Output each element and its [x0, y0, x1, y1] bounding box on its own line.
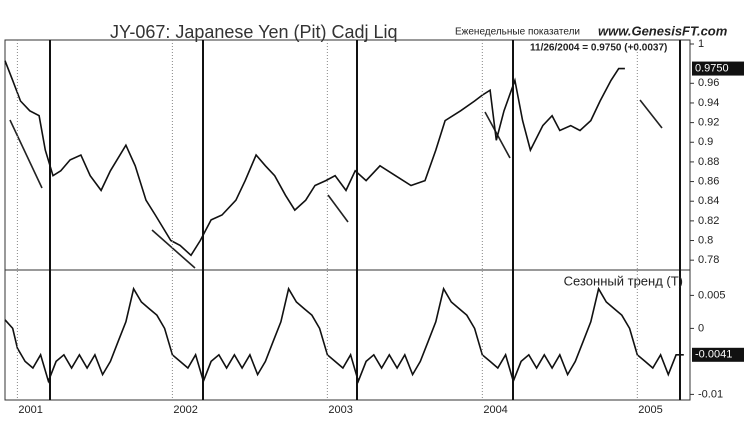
y-tick-label: 0.005 [698, 289, 726, 301]
y-tick-label: -0.01 [698, 388, 723, 400]
x-tick-label: 2003 [328, 404, 352, 416]
y-tick-label: 0.84 [698, 195, 719, 207]
last-value-label: -0.0041 [695, 349, 732, 361]
y-tick-label: 0.8 [698, 234, 713, 246]
y-tick-label: 0.96 [698, 77, 719, 89]
y-tick-label: 0.88 [698, 156, 719, 168]
y-tick-label: 0.86 [698, 175, 719, 187]
trend-line [327, 194, 349, 223]
last-value-box [692, 61, 744, 76]
trend-line [151, 229, 196, 269]
site: www.GenesisFT.com [598, 23, 728, 38]
last-value-label: 0.9750 [695, 62, 729, 74]
y-tick-label: 0.78 [698, 254, 719, 266]
x-tick-label: 2004 [483, 404, 507, 416]
annotation: 11/26/2004 = 0.9750 (+0.0037) [530, 43, 667, 54]
chart-title: JY-067: Japanese Yen (Pit) Cadj Liq [110, 22, 398, 42]
y-tick-label: 0.94 [698, 97, 719, 109]
y-tick-label: 0.9 [698, 136, 713, 148]
trend-line [639, 99, 663, 129]
trend-line [9, 119, 43, 189]
panel-title: Сезонный тренд (T) [564, 273, 683, 288]
series-line [4, 60, 625, 257]
plot-frame [4, 39, 691, 401]
x-tick-label: 2001 [18, 404, 42, 416]
x-tick-label: 2002 [173, 404, 197, 416]
y-tick-label: 0.82 [698, 215, 719, 227]
season-markers [49, 40, 681, 400]
y-tick-label: 0.92 [698, 117, 719, 129]
subtitle: Еженедельные показатели [455, 27, 580, 38]
x-tick-label: 2005 [638, 404, 662, 416]
y-tick-label: 0 [698, 322, 704, 334]
last-value-box [692, 347, 744, 362]
y-tick-label: 1 [698, 38, 704, 50]
series-line [4, 286, 684, 384]
